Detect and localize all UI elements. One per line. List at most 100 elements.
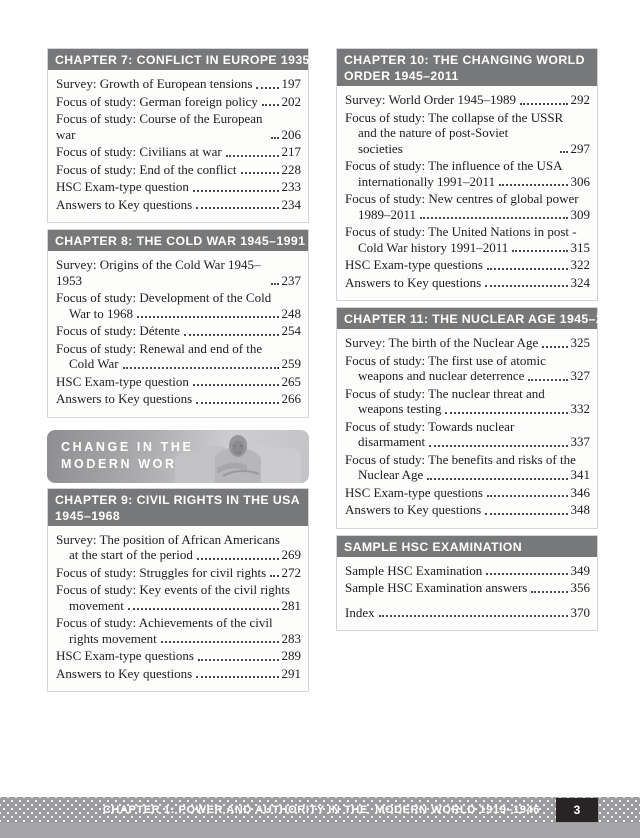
entry-page-number: 259 [281, 356, 302, 371]
entry-page-number: 269 [281, 547, 302, 562]
entry-page-number: 254 [281, 323, 302, 338]
entry-page-number: 234 [281, 196, 302, 212]
dot-leader [512, 250, 568, 252]
toc-entry: HSC Exam-type questions 346 [345, 485, 590, 501]
entry-last-row: Answers to Key questions 324 [345, 275, 590, 291]
entry-last-row: Survey: The birth of the Nuclear Age 325 [345, 335, 590, 351]
toc-entry: Focus of study: The nuclear threat and we… [345, 386, 590, 417]
entry-last-row: HSC Exam-type questions 289 [56, 648, 301, 664]
toc-entry: Focus of study: Struggles for civil righ… [56, 565, 301, 581]
chapter-header-bar: CHAPTER 11: THE NUCLEAR AGE 1945–2011 [337, 308, 625, 329]
dot-leader [270, 575, 279, 577]
entry-title-line: Cold War history 1991–2011 [358, 239, 509, 255]
dot-leader [127, 608, 279, 610]
entry-page-number: 324 [570, 274, 591, 290]
entry-last-row: War to 1968 248 [56, 306, 301, 322]
entry-page-number: 291 [281, 665, 302, 681]
toc-entry: Focus of study: The benefits and risks o… [345, 452, 590, 483]
dot-leader [542, 345, 568, 348]
entry-page-number: 332 [570, 401, 591, 416]
chapter-section: CHAPTER 8: THE COLD WAR 1945–1991 Survey:… [47, 229, 309, 418]
toc-entry: Focus of study: Development of the Cold W… [56, 290, 301, 321]
toc-entry: Survey: The birth of the Nuclear Age 325 [345, 335, 590, 351]
toc-entry: Focus of study: Renewal and end of the Co… [56, 341, 301, 372]
toc-entry: Focus of study: End of the conflict 228 [56, 162, 301, 178]
dot-leader [196, 207, 279, 209]
toc-right-column: CHAPTER 10: THE CHANGING WORLD ORDER 1945… [336, 48, 625, 698]
entry-last-row: weapons and nuclear deterrence 327 [345, 368, 590, 384]
entry-title-line: HSC Exam-type questions [345, 257, 483, 272]
toc-entry: Focus of study: Détente 254 [56, 323, 301, 339]
entry-title-line: Focus of study: Towards nuclear [345, 418, 515, 434]
chapter-section: SAMPLE HSC EXAMINATION Sample HSC Examina… [336, 534, 598, 631]
entry-title-line: Answers to Key questions [56, 665, 193, 681]
toc-entry: Sample HSC Examination answers 356 [345, 580, 590, 596]
entry-title-line: Answers to Key questions [56, 196, 193, 212]
unit-banner-title: CHANGE IN THE MODERN WORLD [61, 439, 198, 473]
footer-bottom-strip [0, 823, 640, 838]
entry-last-row: Answers to Key questions 266 [56, 391, 301, 407]
chapter-header-line: ORDER 1945–2011 [344, 69, 459, 83]
entry-title-line: Answers to Key questions [345, 502, 482, 517]
entry-title-line: weapons and nuclear deterrence [358, 368, 525, 383]
entry-page-number: 289 [281, 648, 302, 663]
entry-last-row: at the start of the period 269 [56, 547, 301, 563]
entry-title-line: Focus of study: The influence of the USA [345, 158, 563, 173]
toc-entry: Sample HSC Examination 349 [345, 563, 590, 579]
entry-last-row: movement 281 [56, 598, 301, 614]
entry-page-number: 309 [570, 206, 591, 222]
footer-chapter-label: CHAPTER 1: POWER AND AUTHORITY IN THE MO… [102, 804, 540, 816]
chapter-header-bar: CHAPTER 7: CONFLICT IN EUROPE 1935–1945 [48, 49, 346, 70]
entry-title-line: at the start of the period [69, 547, 193, 562]
entry-page-number: 228 [281, 161, 302, 177]
dot-leader [486, 573, 568, 575]
entry-title-line: 1989–2011 [358, 206, 417, 222]
toc-entry: Survey: Growth of European tensions 197 [56, 76, 301, 92]
entry-page-number: 202 [281, 93, 302, 109]
dot-leader [160, 641, 279, 643]
entry-last-row: Focus of study: Course of the European w… [56, 111, 301, 142]
entry-last-row: Cold War 259 [56, 356, 301, 372]
footer-band: CHAPTER 1: POWER AND AUTHORITY IN THE MO… [0, 797, 640, 823]
entry-last-row: Focus of study: Détente 254 [56, 323, 301, 339]
entry-page-number: 346 [570, 484, 591, 500]
entry-title-line: Focus of study: Struggles for civil righ… [56, 564, 267, 580]
entry-title-line: Focus of study: Course of the European w… [56, 111, 263, 142]
entry-title-line: HSC Exam-type question [56, 179, 189, 194]
dot-leader [136, 316, 279, 318]
dot-leader [528, 378, 568, 381]
entry-page-number: 341 [570, 467, 591, 482]
entry-title-line: Focus of study: Achievements of the civi… [56, 615, 273, 630]
entry-title-line: Survey: Growth of European tensions [56, 76, 253, 91]
entry-title-line: rights movement [69, 630, 157, 646]
dot-leader [519, 102, 568, 105]
entry-last-row: Index 370 [345, 605, 590, 621]
toc-columns: CHAPTER 7: CONFLICT IN EUROPE 1935–1945 S… [47, 48, 625, 698]
entry-title-line: Focus of study: Renewal and end of the [56, 340, 263, 356]
entry-last-row: HSC Exam-type question 233 [56, 179, 301, 195]
dot-leader [192, 384, 279, 386]
entry-page-number: 370 [570, 604, 591, 620]
entry-title-line: War to 1968 [69, 305, 133, 321]
dot-leader [499, 184, 568, 186]
chapter-header-line: CHAPTER 11: THE NUCLEAR AGE 1945–2011 [344, 312, 625, 326]
entry-title-line: Index [345, 604, 375, 620]
dot-leader [378, 615, 568, 617]
entry-last-row: Focus of study: German foreign policy 202 [56, 94, 301, 110]
entry-title-line: Focus of study: The United Nations in po… [345, 224, 577, 239]
entry-title-line: Answers to Key questions [56, 391, 193, 406]
entry-title-line: Focus of study: German foreign policy [56, 93, 258, 109]
entry-title-line: movement [69, 597, 124, 613]
entry-page-number: 217 [281, 144, 302, 159]
entry-last-row: Survey: Growth of European tensions 197 [56, 76, 301, 92]
entry-title-line: Survey: The position of African American… [56, 531, 280, 547]
dot-leader [559, 151, 568, 153]
toc-entry: Focus of study: German foreign policy 202 [56, 94, 301, 110]
chapter-section: CHAPTER 11: THE NUCLEAR AGE 1945–2011 Sur… [336, 307, 625, 529]
entry-title-line: internationally 1991–2011 [358, 173, 496, 189]
toc-entry: Focus of study: Key events of the civil … [56, 582, 301, 613]
chapter-header-line: CHAPTER 10: THE CHANGING WORLD [344, 53, 585, 67]
entry-page-number: 272 [281, 564, 302, 580]
entry-last-row: Survey: World Order 1945–1989 292 [345, 92, 590, 108]
entry-page-number: 292 [570, 92, 591, 107]
